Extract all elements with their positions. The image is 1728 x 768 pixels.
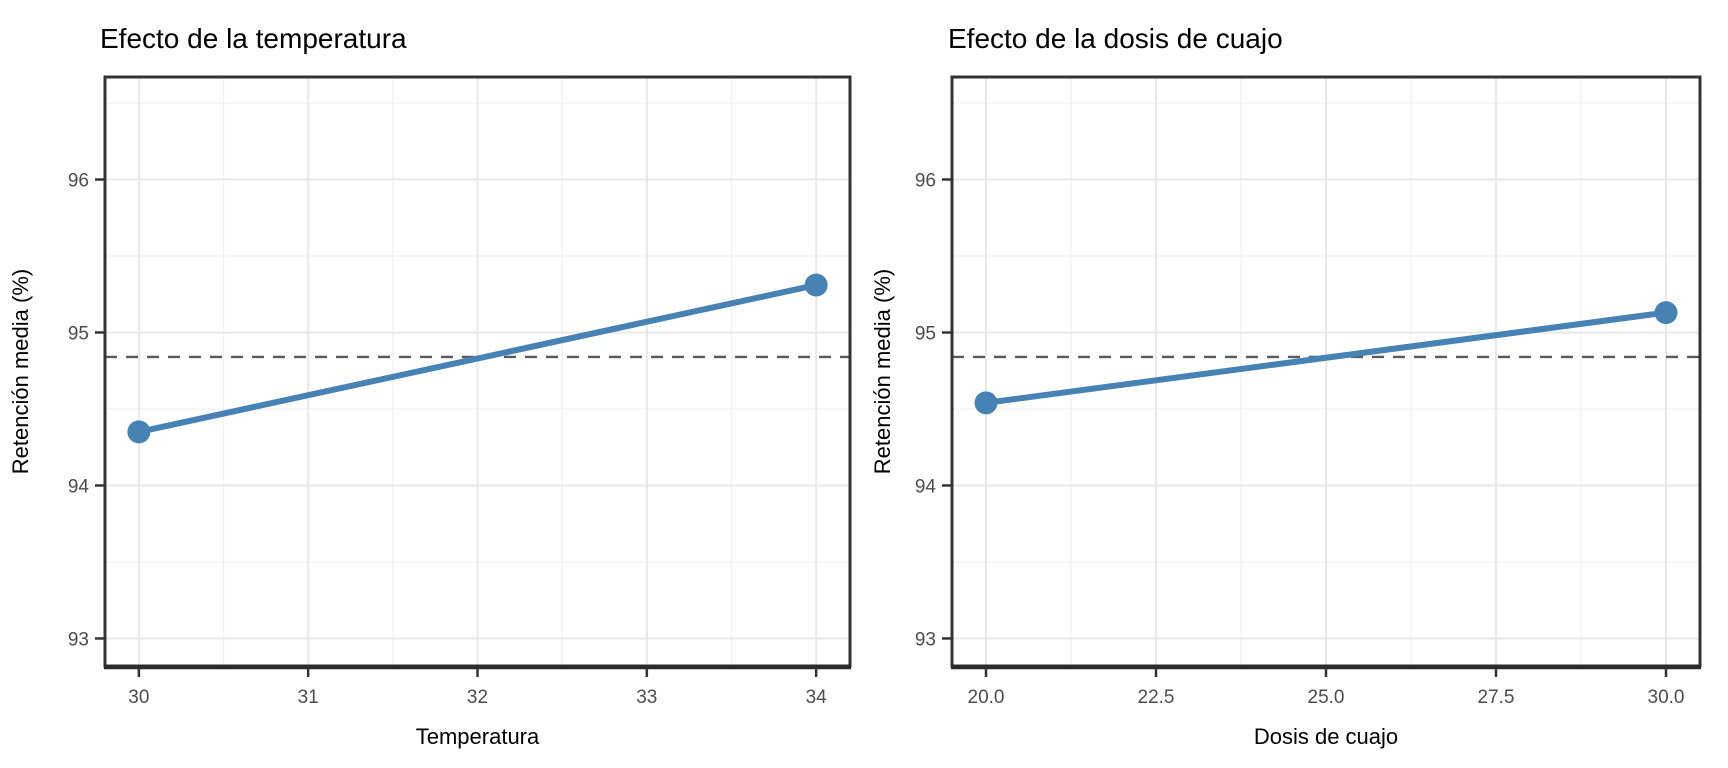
- x-tick-label: 30: [128, 687, 149, 708]
- axis-ticks: 30 31 32 33 34 93 94 95 96: [68, 171, 827, 708]
- y-tick-label: 96: [68, 171, 89, 192]
- x-tick-label: 22.5: [1138, 687, 1175, 708]
- temperature-effect-chart: 30 31 32 33 34 93 94 95 96 Efecto de la temperatu…: [8, 23, 852, 749]
- y-tick-label: 96: [915, 171, 936, 192]
- x-axis-title: Temperatura: [416, 724, 540, 749]
- x-axis-title: Dosis de cuajo: [1254, 724, 1398, 749]
- rennet-dose-effect-chart: 20.0 22.5 25.0 27.5 30.0 93 94 95 96 Efecto de la…: [870, 23, 1702, 749]
- grid-major: [105, 77, 850, 666]
- grid-major: [952, 77, 1700, 666]
- x-tick-label: 30.0: [1648, 687, 1685, 708]
- data-point: [804, 273, 828, 297]
- x-tick-label: 34: [806, 687, 828, 708]
- x-tick-label: 31: [298, 687, 319, 708]
- y-tick-label: 95: [68, 323, 89, 344]
- x-tick-label: 20.0: [968, 687, 1005, 708]
- y-tick-label: 94: [915, 476, 937, 497]
- temperature-effect-figure: 30 31 32 33 34 93 94 95 96 Efecto de la temperatu…: [8, 23, 852, 749]
- effect-line: [983, 309, 1669, 406]
- data-point: [974, 391, 998, 415]
- chart-title: Efecto de la dosis de cuajo: [948, 23, 1283, 54]
- x-tick-label: 25.0: [1308, 687, 1345, 708]
- rennet-dose-effect-figure: 20.0 22.5 25.0 27.5 30.0 93 94 95 96 Efecto de la…: [864, 0, 1728, 768]
- y-tick-label: 95: [915, 323, 936, 344]
- x-tick-label: 33: [636, 687, 657, 708]
- data-point: [127, 420, 151, 444]
- data-point: [1654, 301, 1678, 325]
- y-axis-title: Retención media (%): [8, 269, 33, 474]
- x-tick-label: 32: [467, 687, 488, 708]
- y-tick-label: 93: [68, 629, 89, 650]
- chart-title: Efecto de la temperatura: [100, 23, 407, 54]
- effect-line: [135, 282, 820, 435]
- y-tick-label: 93: [915, 629, 936, 650]
- y-axis-title: Retención media (%): [870, 269, 895, 474]
- y-tick-label: 94: [68, 476, 90, 497]
- axis-ticks: 20.0 22.5 25.0 27.5 30.0 93 94 95 96: [915, 171, 1685, 708]
- x-tick-label: 27.5: [1478, 687, 1515, 708]
